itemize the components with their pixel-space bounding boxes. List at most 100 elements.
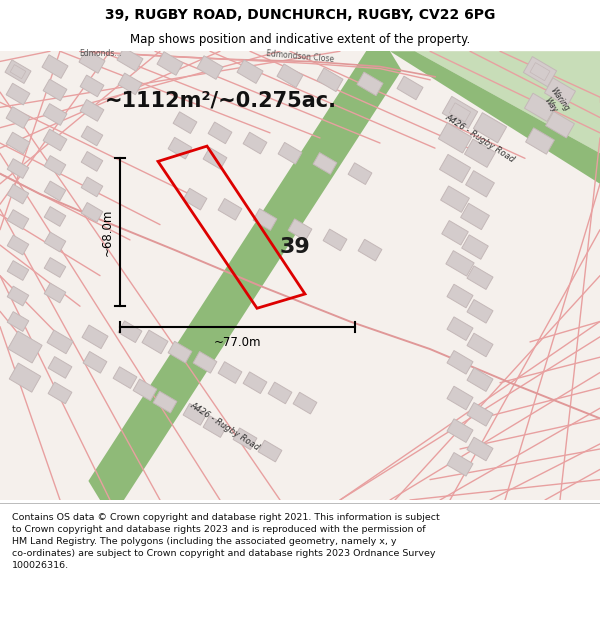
Polygon shape xyxy=(7,235,29,255)
Polygon shape xyxy=(44,283,66,303)
Polygon shape xyxy=(6,107,30,128)
Polygon shape xyxy=(218,362,242,383)
Polygon shape xyxy=(390,51,600,184)
Polygon shape xyxy=(113,367,137,389)
Polygon shape xyxy=(43,104,67,126)
Polygon shape xyxy=(8,331,42,363)
Polygon shape xyxy=(80,99,104,121)
Polygon shape xyxy=(415,51,600,153)
Polygon shape xyxy=(218,199,242,220)
Text: Contains OS data © Crown copyright and database right 2021. This information is : Contains OS data © Crown copyright and d… xyxy=(12,512,440,570)
Polygon shape xyxy=(237,60,263,84)
Polygon shape xyxy=(173,112,197,134)
Polygon shape xyxy=(157,52,183,75)
Polygon shape xyxy=(447,317,473,341)
Polygon shape xyxy=(243,132,267,154)
Polygon shape xyxy=(44,207,66,226)
Polygon shape xyxy=(317,68,343,92)
Polygon shape xyxy=(183,188,207,210)
Polygon shape xyxy=(81,151,103,171)
Polygon shape xyxy=(168,138,192,159)
Polygon shape xyxy=(358,239,382,261)
Polygon shape xyxy=(197,56,223,79)
Polygon shape xyxy=(118,73,142,95)
Text: A426 - Rugby Road: A426 - Rugby Road xyxy=(188,401,262,452)
Polygon shape xyxy=(526,128,554,154)
Polygon shape xyxy=(524,93,556,121)
Text: 39, RUGBY ROAD, DUNCHURCH, RUGBY, CV22 6PG: 39, RUGBY ROAD, DUNCHURCH, RUGBY, CV22 6… xyxy=(105,8,495,22)
Polygon shape xyxy=(268,382,292,404)
Polygon shape xyxy=(258,440,282,462)
Polygon shape xyxy=(464,139,496,168)
Polygon shape xyxy=(81,126,103,146)
Polygon shape xyxy=(397,76,423,100)
Polygon shape xyxy=(7,209,29,229)
Polygon shape xyxy=(203,416,227,437)
Polygon shape xyxy=(243,372,267,394)
Polygon shape xyxy=(523,56,557,87)
Polygon shape xyxy=(357,72,383,96)
Polygon shape xyxy=(348,162,372,184)
Polygon shape xyxy=(447,386,473,410)
Polygon shape xyxy=(193,351,217,373)
Polygon shape xyxy=(439,123,472,153)
Polygon shape xyxy=(288,219,312,241)
Text: ~1112m²/~0.275ac.: ~1112m²/~0.275ac. xyxy=(105,90,337,110)
Polygon shape xyxy=(142,330,168,354)
Polygon shape xyxy=(466,171,494,197)
Polygon shape xyxy=(81,202,103,222)
Polygon shape xyxy=(80,75,104,97)
Polygon shape xyxy=(467,368,493,391)
Polygon shape xyxy=(48,357,72,378)
Polygon shape xyxy=(467,402,493,426)
Text: ~68.0m: ~68.0m xyxy=(101,209,113,256)
Text: A426 - Rugby Road: A426 - Rugby Road xyxy=(443,112,517,164)
Polygon shape xyxy=(6,83,30,105)
Polygon shape xyxy=(5,60,31,84)
Text: Map shows position and indicative extent of the property.: Map shows position and indicative extent… xyxy=(130,34,470,46)
Polygon shape xyxy=(44,232,66,252)
Polygon shape xyxy=(133,379,157,401)
Polygon shape xyxy=(447,284,473,308)
Polygon shape xyxy=(467,299,493,323)
Polygon shape xyxy=(462,235,488,259)
Polygon shape xyxy=(545,111,574,138)
Polygon shape xyxy=(79,49,105,73)
Polygon shape xyxy=(7,184,29,204)
Text: Edmondson Close: Edmondson Close xyxy=(266,49,334,64)
Polygon shape xyxy=(44,156,66,176)
Polygon shape xyxy=(7,261,29,281)
Polygon shape xyxy=(544,78,575,106)
Polygon shape xyxy=(43,79,67,101)
Polygon shape xyxy=(83,351,107,373)
Polygon shape xyxy=(44,181,66,201)
Polygon shape xyxy=(6,132,30,154)
Polygon shape xyxy=(9,363,41,392)
Polygon shape xyxy=(81,177,103,197)
Polygon shape xyxy=(88,32,401,519)
Polygon shape xyxy=(442,221,468,245)
Polygon shape xyxy=(48,382,72,404)
Polygon shape xyxy=(467,266,493,289)
Polygon shape xyxy=(323,229,347,251)
Polygon shape xyxy=(467,438,493,461)
Polygon shape xyxy=(313,152,337,174)
Polygon shape xyxy=(153,391,177,413)
Polygon shape xyxy=(447,419,473,442)
Text: ~77.0m: ~77.0m xyxy=(214,336,261,349)
Polygon shape xyxy=(278,142,302,164)
Polygon shape xyxy=(42,55,68,78)
Polygon shape xyxy=(117,48,143,71)
Polygon shape xyxy=(208,122,232,144)
Polygon shape xyxy=(440,186,469,213)
Polygon shape xyxy=(7,312,29,331)
Polygon shape xyxy=(293,392,317,414)
Polygon shape xyxy=(203,148,227,169)
Polygon shape xyxy=(447,452,473,476)
Text: Waring
Way: Waring Way xyxy=(539,86,571,119)
Polygon shape xyxy=(447,351,473,374)
Polygon shape xyxy=(82,325,108,349)
Polygon shape xyxy=(118,321,142,342)
Text: Edmonds...: Edmonds... xyxy=(79,49,121,58)
Polygon shape xyxy=(277,64,303,88)
